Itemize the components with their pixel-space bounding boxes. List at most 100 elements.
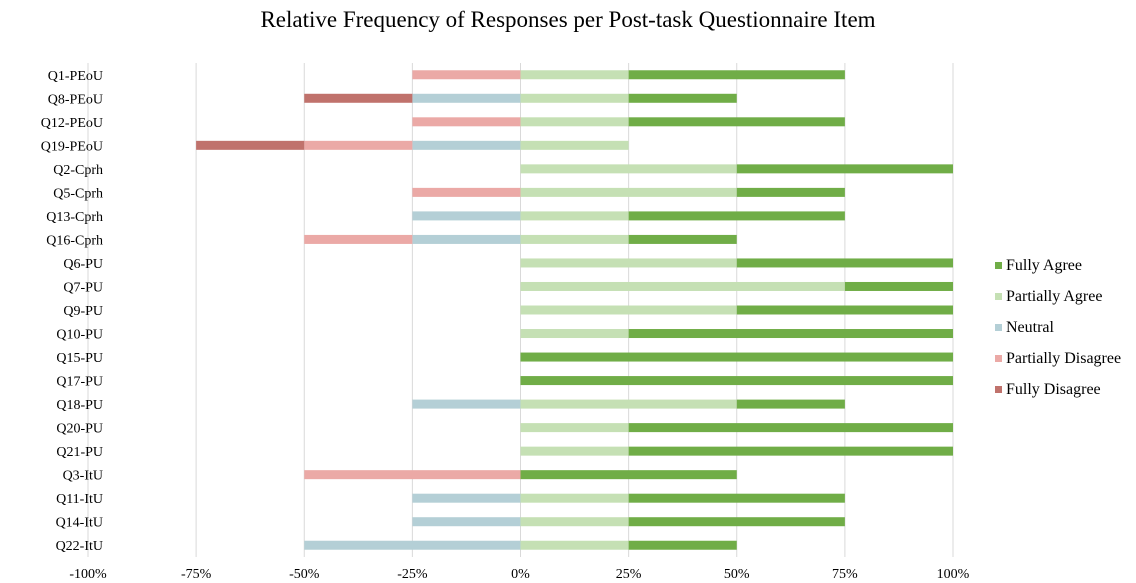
bar-segment-partially-agree [520,517,629,527]
x-axis-labels: -100% -75% -50% -25% 0% 25% 50% 75% 100% [69,567,969,582]
bar-segment-fully-agree [520,470,737,480]
bar-segment-fully-agree [736,187,845,197]
legend-swatch [995,293,1002,300]
bar-segment-partially-disagree [304,234,413,244]
bar-segment-fully-agree [736,258,953,268]
bar-segment-fully-agree [628,446,953,456]
bar-segment-fully-agree [736,305,953,315]
bar-segment-partially-agree [520,70,629,80]
bar-segment-fully-agree [628,493,845,503]
y-tick-label: Q20-PU [56,422,103,437]
bar-segment-neutral [412,93,521,103]
y-tick-label: Q13-Cprh [46,210,103,225]
bar-segment-fully-disagree [196,140,305,150]
bar-segment-partially-agree [520,117,629,127]
bar-segment-fully-agree [628,117,845,127]
bar-segment-partially-agree [520,305,737,315]
bar-segment-fully-agree [628,234,737,244]
bar-segment-partially-disagree [304,140,413,150]
y-tick-label: Q5-Cprh [53,186,103,201]
bar-segment-neutral [412,140,521,150]
bar-segment-partially-disagree [412,70,521,80]
legend-item: Fully Agree [995,250,1121,281]
y-axis-labels: Q1-PEoU Q8-PEoU Q12-PEoU Q19-PEoU Q2-Cprh Q5-… [41,69,103,554]
bar-segment-partially-agree [520,234,629,244]
x-tick-label: -25% [397,567,428,582]
y-tick-label: Q3-ItU [63,469,103,484]
bar-segment-partially-disagree [304,470,521,480]
bar-segment-partially-agree [520,164,737,174]
legend-item: Fully Disagree [995,374,1121,405]
y-tick-label: Q21-PU [56,445,103,460]
y-tick-label: Q22-ItU [56,539,103,554]
bar-segment-neutral [412,211,521,221]
bar-segment-fully-agree [628,329,953,339]
legend-swatch [995,262,1002,269]
bar-segment-neutral [412,399,521,409]
y-tick-label: Q17-PU [56,375,103,390]
y-tick-label: Q6-PU [63,257,103,272]
bar-segment-neutral [304,540,521,550]
legend-swatch [995,355,1002,362]
bar-segment-partially-agree [520,93,629,103]
bar-segment-partially-agree [520,399,737,409]
x-tick-label: 50% [724,567,750,582]
bar-segment-partially-agree [520,540,629,550]
bar-segment-fully-agree [628,211,845,221]
bar-segment-fully-agree [736,399,845,409]
bar-segment-fully-agree [628,70,845,80]
bar-segment-fully-disagree [304,93,413,103]
bar-segment-fully-agree [628,540,737,550]
bar-segment-partially-agree [520,281,845,291]
bar-segment-partially-disagree [412,117,521,127]
y-tick-label: Q15-PU [56,351,103,366]
y-tick-label: Q12-PEoU [41,116,103,131]
legend-item: Partially Disagree [995,343,1121,374]
legend-label: Fully Agree [1006,256,1082,274]
bar-segment-partially-agree [520,446,629,456]
legend-swatch [995,386,1002,393]
bar-segment-partially-agree [520,423,629,433]
x-tick-label: 75% [832,567,858,582]
y-tick-label: Q1-PEoU [48,69,103,84]
bar-segment-partially-agree [520,493,629,503]
bar-segment-partially-agree [520,211,629,221]
bar-segment-partially-agree [520,258,737,268]
y-tick-label: Q2-Cprh [53,163,103,178]
legend-swatch [995,324,1002,331]
bars [196,70,953,550]
bar-segment-fully-agree [628,517,845,527]
bar-segment-neutral [412,517,521,527]
y-tick-label: Q16-Cprh [46,233,103,248]
bar-segment-fully-agree [736,164,953,174]
x-tick-label: -50% [289,567,320,582]
legend-label: Partially Disagree [1006,349,1122,367]
y-tick-label: Q9-PU [63,304,103,319]
chart-title: Relative Frequency of Responses per Post… [260,7,876,32]
y-tick-label: Q7-PU [63,280,103,295]
y-tick-label: Q10-PU [56,328,103,343]
legend-item: Partially Agree [995,281,1121,312]
bar-segment-neutral [412,493,521,503]
legend-item: Neutral [995,312,1121,343]
x-tick-label: 25% [616,567,642,582]
legend-label: Fully Disagree [1006,380,1101,398]
bar-segment-fully-agree [628,423,953,433]
bar-segment-partially-agree [520,329,629,339]
legend-label: Partially Agree [1006,287,1103,305]
legend: Fully Agree Partially Agree Neutral Partial… [995,250,1121,405]
legend-label: Neutral [1006,318,1054,336]
y-tick-label: Q19-PEoU [41,139,103,154]
x-tick-label: -75% [181,567,212,582]
bar-segment-partially-agree [520,187,737,197]
y-tick-label: Q11-ItU [56,492,103,507]
y-tick-label: Q18-PU [56,398,103,413]
x-tick-label: 100% [937,567,970,582]
bar-segment-fully-agree [844,281,953,291]
y-tick-label: Q14-ItU [56,516,103,531]
y-tick-label: Q8-PEoU [48,92,103,107]
bar-segment-neutral [412,234,521,244]
bar-segment-fully-agree [520,352,953,362]
bar-segment-fully-agree [520,376,953,386]
